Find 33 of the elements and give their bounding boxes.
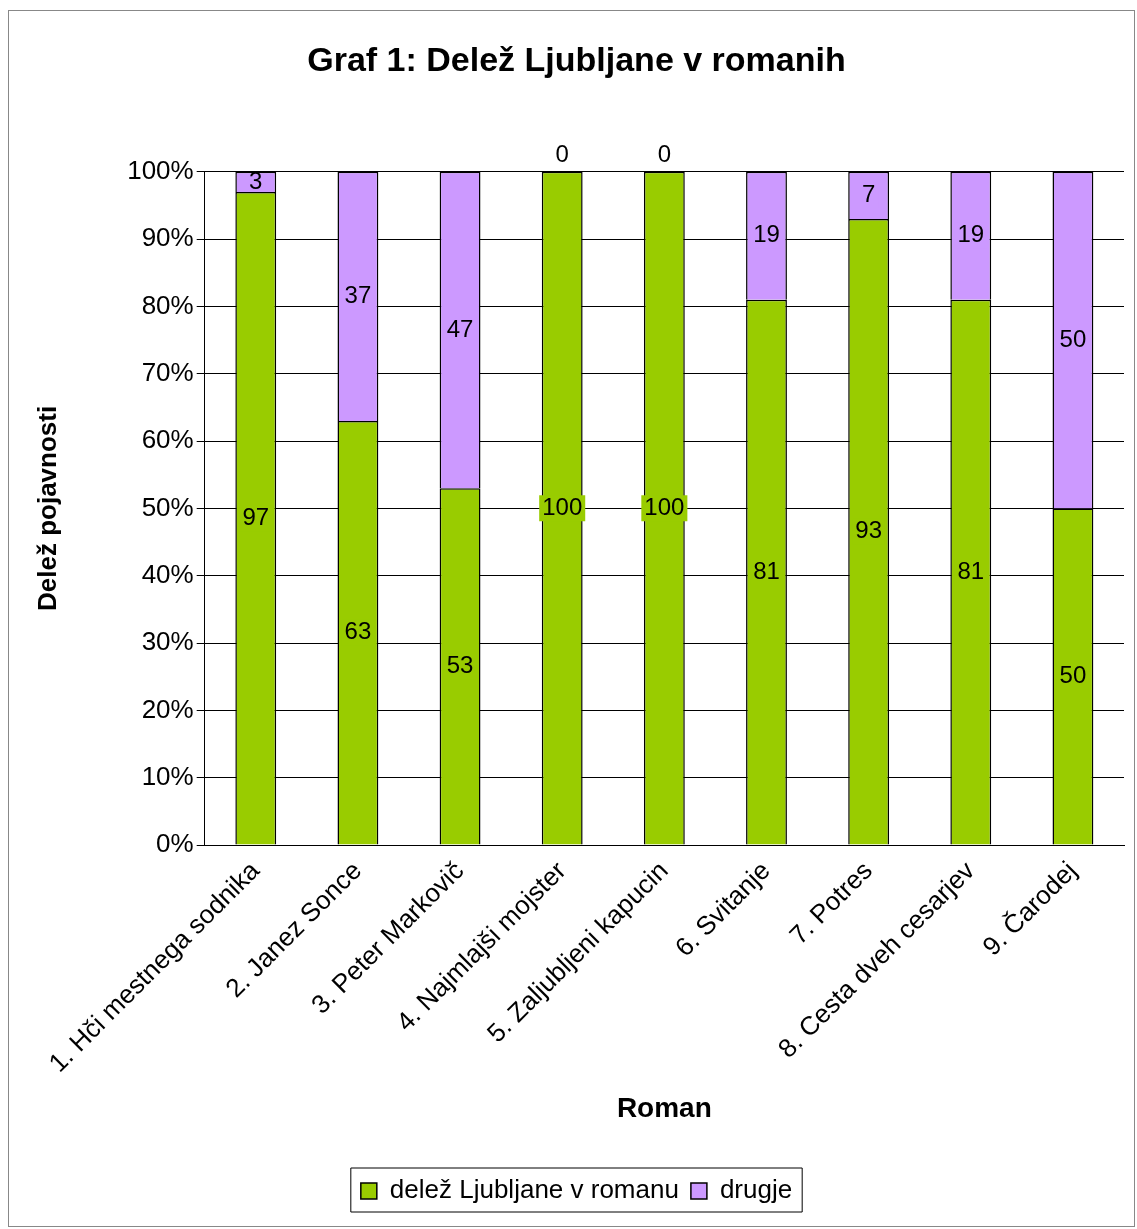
legend-label: delež Ljubljane v romanu xyxy=(389,1174,679,1205)
data-label: 100 xyxy=(644,492,685,520)
y-axis-title: Delež pojavnosti xyxy=(31,405,62,611)
y-tick-label: 70% xyxy=(141,356,194,387)
y-tick-label: 20% xyxy=(141,693,194,724)
data-label: 81 xyxy=(753,556,780,584)
data-label: 81 xyxy=(957,556,985,584)
data-label: 50 xyxy=(1059,661,1087,689)
data-label: 100 xyxy=(542,492,583,520)
y-tick-label: 40% xyxy=(141,558,194,589)
y-tick-label: 60% xyxy=(141,424,194,455)
y-tick-label: 50% xyxy=(141,491,194,522)
data-label: 0 xyxy=(657,140,672,168)
data-label: 63 xyxy=(344,617,372,645)
data-label: 93 xyxy=(855,516,882,544)
data-label: 37 xyxy=(344,280,372,308)
data-label: 0 xyxy=(555,140,569,168)
y-tick-label: 30% xyxy=(141,626,194,657)
y-tick-label: 100% xyxy=(127,154,194,185)
y-tick-label: 80% xyxy=(141,289,194,320)
legend-label: drugje xyxy=(719,1174,793,1205)
data-label: 7 xyxy=(861,179,876,207)
data-label: 53 xyxy=(446,650,474,678)
y-tick-label: 0% xyxy=(156,828,194,859)
data-label: 97 xyxy=(242,502,270,530)
data-label: 19 xyxy=(957,220,985,248)
y-tick-label: 90% xyxy=(141,222,194,253)
y-tick-label: 10% xyxy=(141,760,194,791)
data-label: 19 xyxy=(753,220,780,248)
x-axis-title: Roman xyxy=(616,1091,712,1123)
chart-title: Graf 1: Delež Ljubljane v romanih xyxy=(307,39,846,78)
data-label: 50 xyxy=(1059,324,1087,352)
data-label: 47 xyxy=(446,314,474,342)
